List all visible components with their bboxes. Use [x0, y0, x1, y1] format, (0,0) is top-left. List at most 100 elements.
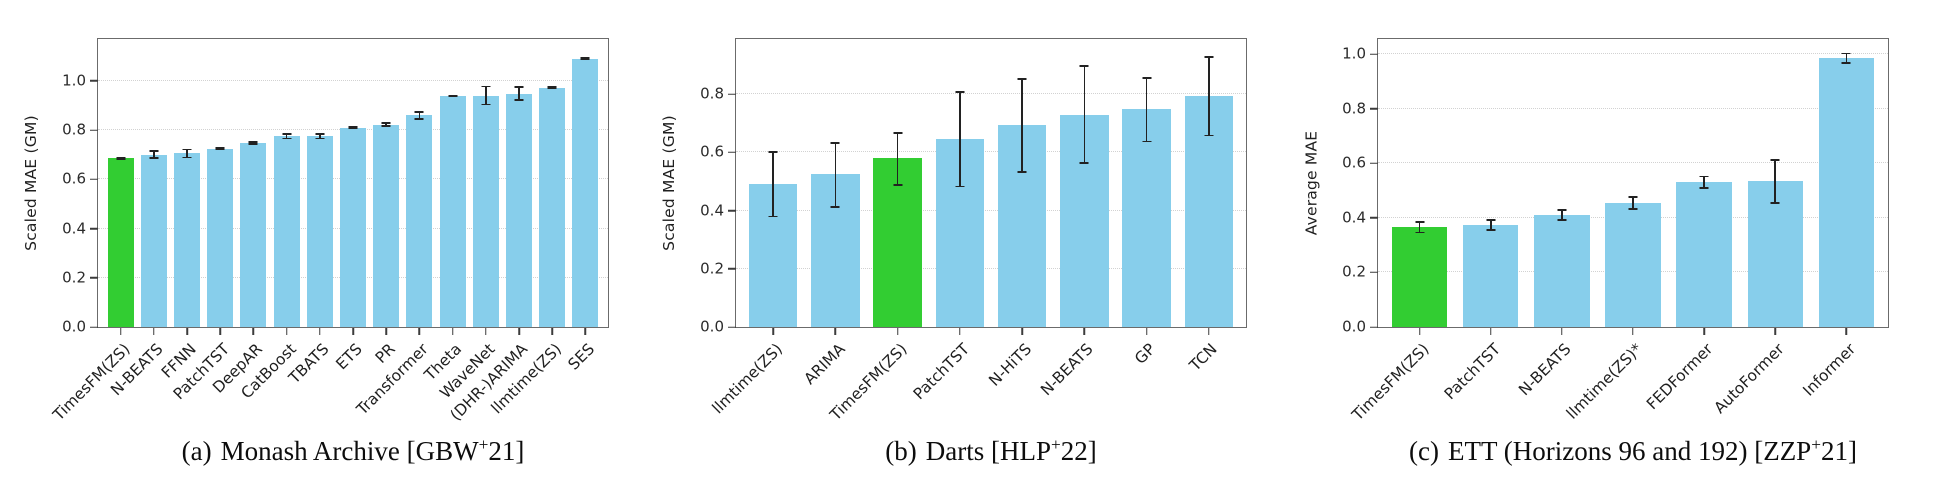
y-tick-label-0.0: 0.0 [700, 317, 724, 336]
bar-patchtst [1462, 224, 1519, 327]
x-label-slot-n-beats: N-BEATS [1515, 330, 1598, 436]
bar-slot-tbats [303, 39, 336, 335]
error-bar-n-hits [1021, 78, 1023, 173]
bars-layer [736, 39, 1246, 335]
bar-informer [1818, 58, 1875, 327]
y-tick-label-1.0: 1.0 [62, 71, 86, 90]
y-tick-mark [90, 326, 98, 328]
y-tick-label-0.0: 0.0 [62, 317, 86, 336]
bar-autoformer [1747, 180, 1804, 327]
x-tick-mark [186, 328, 188, 335]
x-tick-mark [1774, 328, 1777, 335]
x-tick-mark [319, 328, 321, 335]
error-bar-fedformer [1703, 175, 1705, 190]
x-tick-mark [252, 328, 255, 335]
y-tick-mark [1370, 326, 1378, 328]
caption-superscript: + [478, 435, 489, 454]
y-tick-mark [90, 80, 98, 82]
y-tick-label-0.8: 0.8 [62, 120, 86, 139]
error-bar-autoformer [1774, 159, 1777, 205]
bar-slot-gp [1116, 39, 1178, 335]
bar-deepar [240, 142, 267, 327]
error-bar-deepar [252, 140, 255, 145]
y-tick-mark [728, 326, 736, 328]
x-tick-mark [1489, 328, 1492, 335]
bar-slot-tcn [1178, 39, 1240, 335]
error-bar-patchtst [959, 91, 961, 188]
caption-text-post: 22] [1060, 436, 1097, 466]
y-tick-label-0.4: 0.4 [62, 219, 86, 238]
x-tick-mark [959, 328, 961, 335]
bar-n-beats [1534, 215, 1590, 327]
gridline-0.8 [1378, 107, 1888, 109]
x-tick-mark [451, 328, 454, 335]
y-tick-mark [1370, 271, 1378, 274]
x-axis-labels: TimesFM(ZS) PatchTST N-BEATS llmtime(ZS)* FE… [1349, 330, 1888, 436]
y-axis-label: Average MAE [1301, 38, 1321, 328]
bar-slot-llmtime-zs [536, 39, 569, 335]
caption-tag: (a) [181, 436, 212, 466]
caption-text-post: 21] [488, 436, 525, 466]
x-label-slot-transformer: Transformer [354, 330, 436, 436]
x-tick-mark [518, 328, 520, 335]
bar-slot-autoformer [1740, 39, 1811, 335]
x-tick-mark [418, 328, 421, 335]
bar-slot-theta [436, 39, 469, 335]
bar-llmtime-zs [1605, 202, 1661, 327]
x-tick-mark [584, 328, 587, 335]
y-tick-label-0.6: 0.6 [700, 142, 724, 161]
y-axis-label: Scaled MAE (GM) [659, 38, 679, 328]
x-tick-mark [772, 328, 774, 335]
error-bar-gp [1145, 76, 1148, 143]
bar-tbats [306, 136, 333, 327]
bar-slot-ets [336, 39, 369, 335]
gridline-1.0 [1378, 53, 1888, 55]
caption-tag: (c) [1409, 436, 1440, 466]
x-tick-mark [834, 328, 837, 335]
gridline-0.6 [1378, 162, 1888, 164]
gridline-0.4 [736, 209, 1246, 211]
y-tick-label-0.6: 0.6 [1342, 153, 1366, 172]
bar-slot-catboost [270, 39, 303, 335]
x-tick-mark [385, 328, 387, 335]
chart-panel-ett: Average MAE 0.0 0.2 0.4 0.6 0.8 1.0 TimesFM(Z… [1300, 0, 1940, 504]
gridline-0.6 [736, 151, 1246, 153]
error-bar-timesfm-zs [896, 132, 899, 186]
gridline-0.8 [736, 93, 1246, 95]
x-label-slot-llmtime-zs: llmtime(ZS) [487, 330, 568, 436]
error-bar-transformer [418, 110, 421, 120]
x-label-slot-fedformer: FEDFormer [1643, 330, 1740, 436]
bar-ses [572, 58, 599, 327]
error-bar-wavenet [484, 85, 487, 106]
x-label-slot-tcn: TCN [1177, 330, 1239, 436]
x-label-slot-timesfm-zs: TimesFM(ZS) [1349, 330, 1456, 436]
y-tick-mark [728, 268, 736, 270]
error-bar-n-beats [1561, 209, 1563, 222]
y-tick-mark [728, 209, 736, 212]
bar-gp [1122, 108, 1171, 327]
plot-area: 0.0 0.2 0.4 0.6 0.8 [700, 38, 1247, 335]
bar-fedformer [1676, 182, 1732, 327]
bar-slot-patchtst [1455, 39, 1526, 335]
bar-slot-informer [1811, 39, 1882, 335]
y-tick-label-0.2: 0.2 [700, 259, 724, 278]
x-tick-mark [1703, 328, 1705, 335]
gridline-1.0 [98, 79, 608, 81]
y-tick-mark [90, 129, 98, 131]
y-tick-label-0.4: 0.4 [700, 201, 724, 220]
bars-layer [1378, 39, 1888, 335]
y-tick-mark [90, 277, 98, 279]
caption-text: ETT (Horizons 96 and 192) [ZZP [1448, 436, 1812, 466]
bar-slot-llmtime-zs [742, 39, 804, 335]
error-bar-timesfm-zs [1418, 221, 1421, 234]
error-bar-arima [834, 142, 837, 208]
bar-slot-ffnn [170, 39, 203, 335]
error-bar-n-beats [1083, 65, 1086, 165]
x-tick-mark [896, 328, 899, 335]
bar-slot-n-hits [991, 39, 1053, 335]
x-label-slot-llmtime-zs: llmtime(ZS)* [1563, 330, 1669, 436]
y-tick-label-0.8: 0.8 [1342, 99, 1366, 118]
x-label-slot-n-beats: N-BEATS [108, 330, 171, 436]
error-bar-llmtime-zs [551, 86, 554, 90]
gridline-0.2 [736, 267, 1246, 269]
